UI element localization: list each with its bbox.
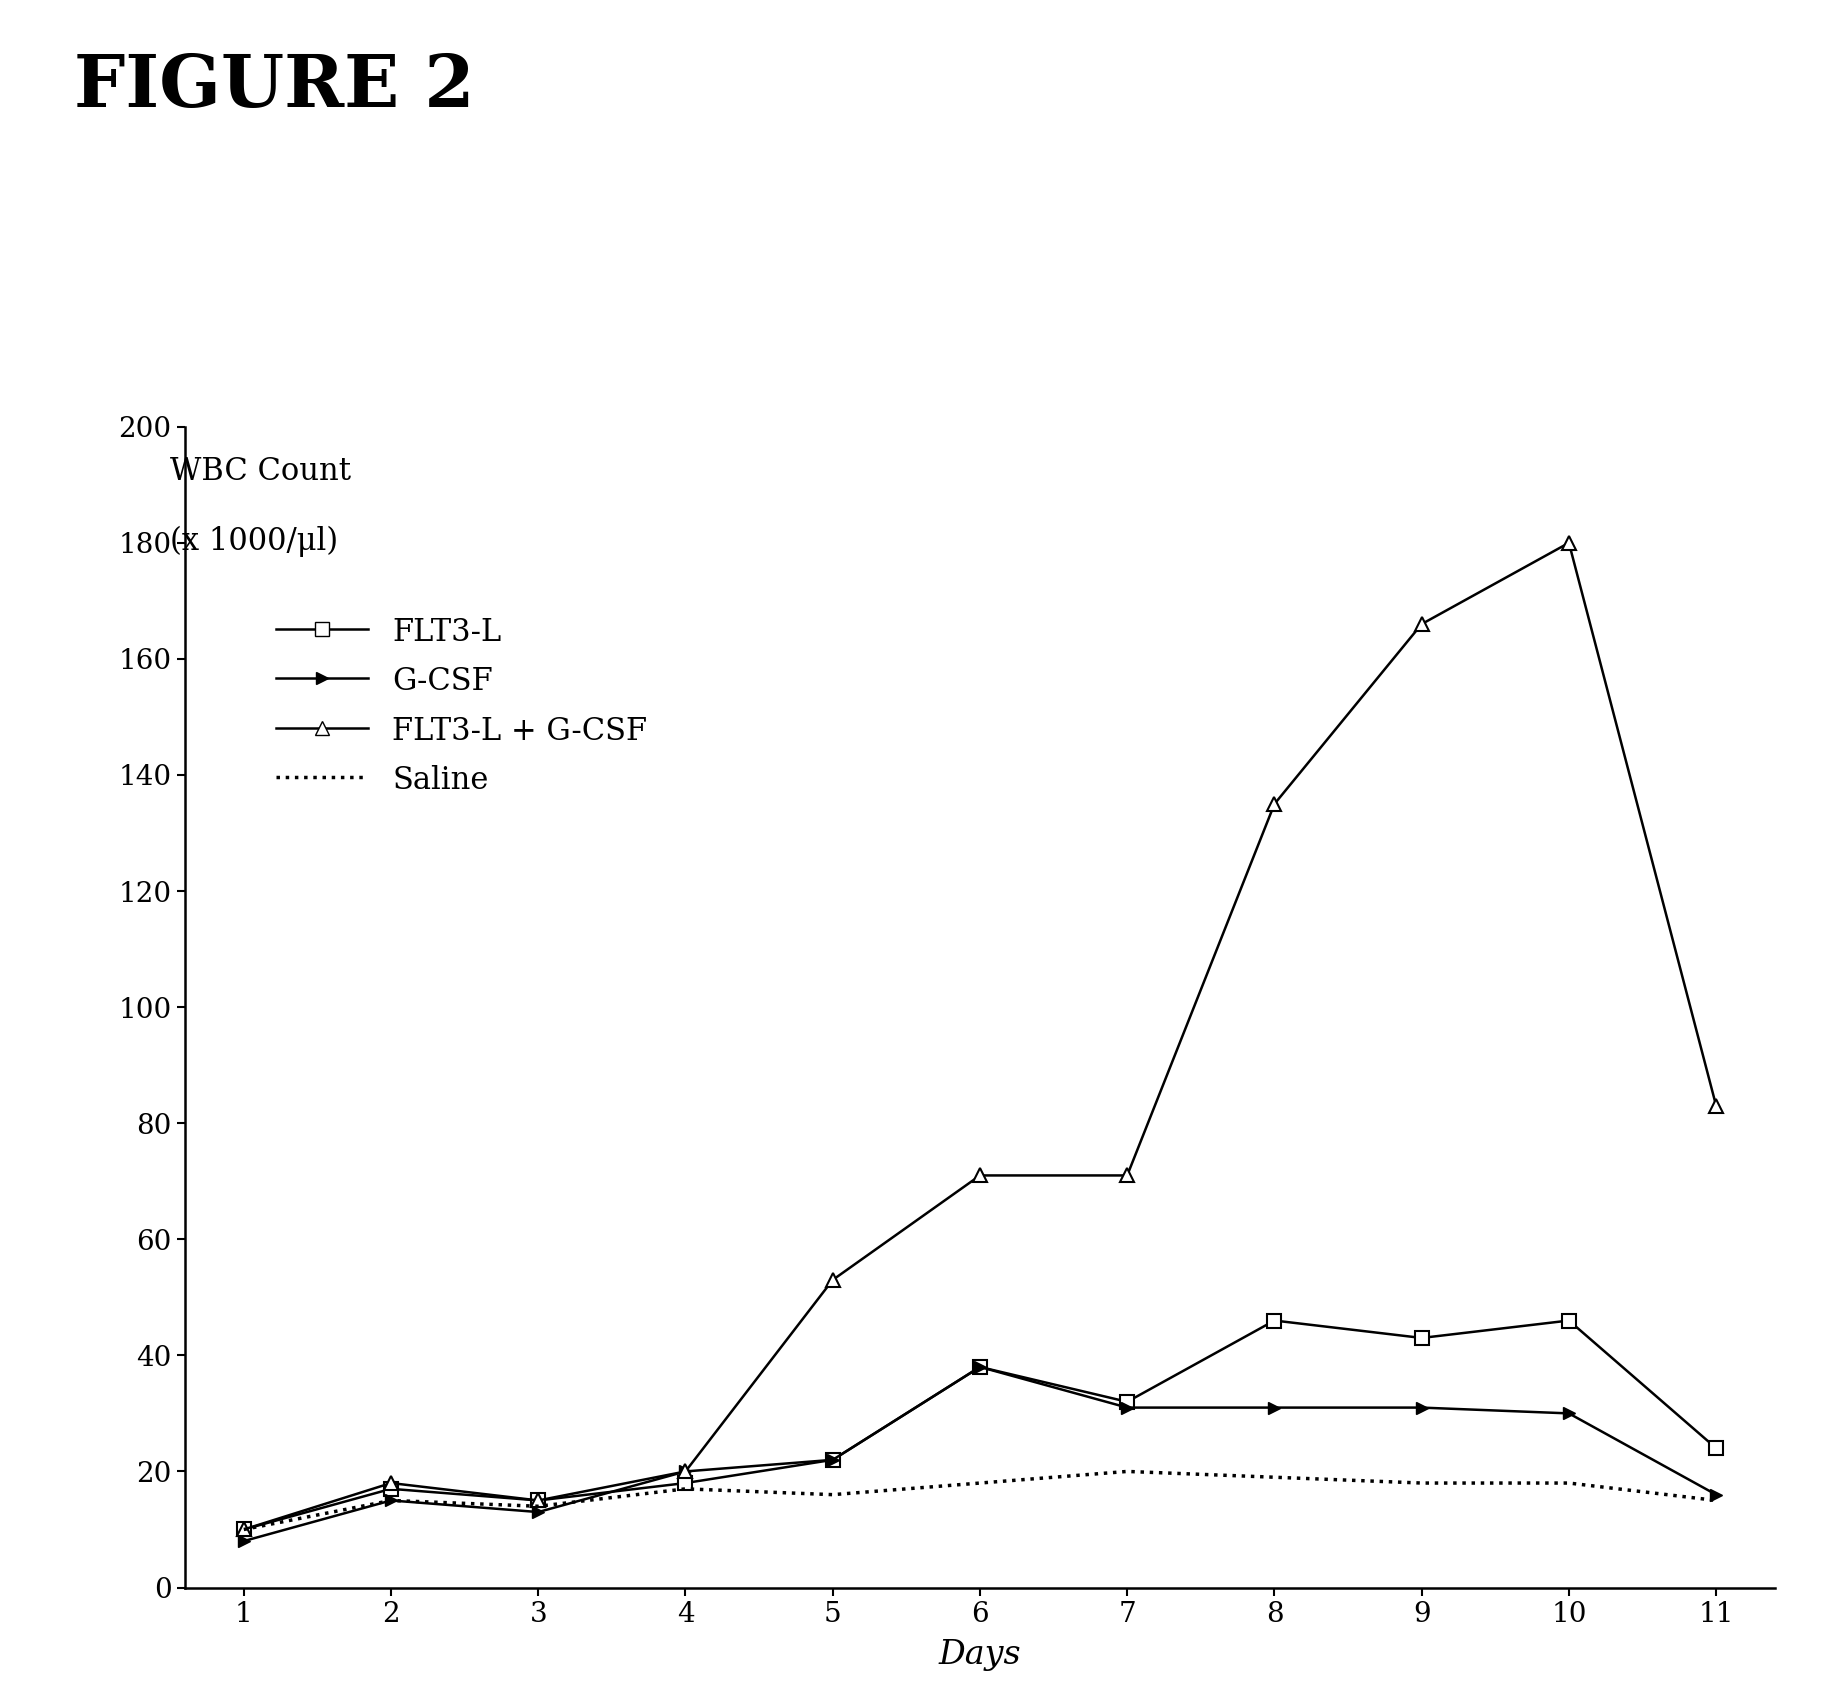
FLT3-L + G-CSF bbox=[821, 1270, 843, 1290]
FLT3-L bbox=[1116, 1391, 1138, 1412]
FLT3-L + G-CSF bbox=[1704, 1096, 1726, 1116]
FLT3-L + G-CSF bbox=[233, 1519, 255, 1540]
Text: FIGURE 2: FIGURE 2 bbox=[74, 51, 475, 123]
FLT3-L bbox=[675, 1473, 697, 1494]
X-axis label: Days: Days bbox=[939, 1639, 1020, 1671]
Saline bbox=[1116, 1461, 1138, 1482]
G-CSF bbox=[379, 1490, 401, 1511]
Saline bbox=[1558, 1473, 1580, 1494]
Legend: FLT3-L, G-CSF, FLT3-L + G-CSF, Saline: FLT3-L, G-CSF, FLT3-L + G-CSF, Saline bbox=[264, 604, 660, 809]
G-CSF bbox=[675, 1461, 697, 1482]
FLT3-L bbox=[1262, 1311, 1284, 1331]
FLT3-L + G-CSF bbox=[1262, 794, 1284, 814]
Text: (x 1000/μl): (x 1000/μl) bbox=[170, 526, 338, 556]
Line: FLT3-L + G-CSF: FLT3-L + G-CSF bbox=[237, 536, 1722, 1536]
FLT3-L + G-CSF bbox=[1558, 533, 1580, 553]
FLT3-L + G-CSF bbox=[379, 1473, 401, 1494]
G-CSF bbox=[821, 1449, 843, 1470]
FLT3-L + G-CSF bbox=[675, 1461, 697, 1482]
FLT3-L bbox=[821, 1449, 843, 1470]
FLT3-L bbox=[527, 1490, 549, 1511]
Line: Saline: Saline bbox=[244, 1471, 1715, 1529]
Text: WBC Count: WBC Count bbox=[170, 456, 351, 486]
G-CSF bbox=[1116, 1398, 1138, 1419]
Saline bbox=[379, 1490, 401, 1511]
G-CSF bbox=[527, 1502, 549, 1523]
FLT3-L bbox=[1558, 1311, 1580, 1331]
Saline bbox=[233, 1519, 255, 1540]
FLT3-L bbox=[1410, 1328, 1432, 1349]
Line: FLT3-L: FLT3-L bbox=[237, 1314, 1722, 1536]
FLT3-L + G-CSF bbox=[968, 1166, 991, 1186]
FLT3-L bbox=[1704, 1437, 1726, 1458]
Saline bbox=[675, 1478, 697, 1499]
Saline bbox=[1262, 1466, 1284, 1487]
G-CSF bbox=[1410, 1398, 1432, 1419]
FLT3-L bbox=[233, 1519, 255, 1540]
Line: G-CSF: G-CSF bbox=[237, 1360, 1722, 1547]
G-CSF bbox=[1704, 1485, 1726, 1506]
FLT3-L bbox=[379, 1478, 401, 1499]
FLT3-L + G-CSF bbox=[1410, 615, 1432, 635]
Saline bbox=[1410, 1473, 1432, 1494]
Saline bbox=[968, 1473, 991, 1494]
G-CSF bbox=[968, 1357, 991, 1378]
G-CSF bbox=[1558, 1403, 1580, 1424]
FLT3-L + G-CSF bbox=[1116, 1166, 1138, 1186]
Saline bbox=[821, 1485, 843, 1506]
Saline bbox=[1704, 1490, 1726, 1511]
G-CSF bbox=[233, 1531, 255, 1552]
FLT3-L + G-CSF bbox=[527, 1490, 549, 1511]
G-CSF bbox=[1262, 1398, 1284, 1419]
FLT3-L bbox=[968, 1357, 991, 1378]
Saline bbox=[527, 1495, 549, 1516]
